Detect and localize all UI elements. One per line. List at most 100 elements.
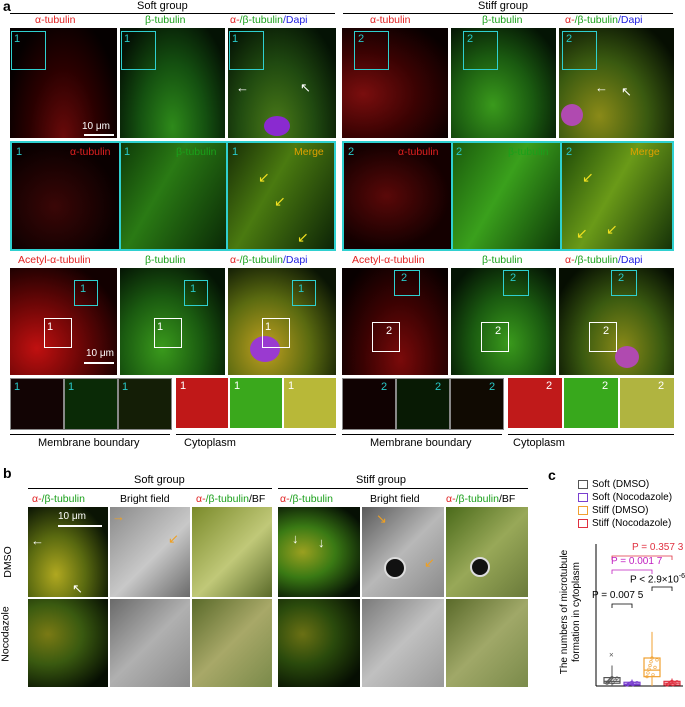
- soft-cyto-crop-red: 1: [176, 378, 228, 428]
- r1-stiff-merge-image: 2 ← ↖: [559, 28, 674, 138]
- data-point: [649, 660, 653, 664]
- stiff-group-rule: [343, 13, 673, 14]
- arrow-icon: ←: [236, 80, 249, 95]
- data-point: [675, 680, 679, 684]
- data-point: [606, 680, 610, 684]
- r1-stiff-merge-label: α-/β-tubulin/Dapi: [565, 14, 643, 26]
- r2-stiff-merge-label: Merge: [630, 146, 660, 158]
- soft-membrane-crop-merge: 1: [118, 378, 172, 430]
- data-point: [666, 682, 670, 686]
- comparison-bracket: [611, 569, 653, 574]
- b-soft-noc-bf: [110, 599, 190, 687]
- data-point: [670, 679, 674, 683]
- arrow-icon: ←: [31, 533, 44, 548]
- data-point: [646, 671, 650, 675]
- arrow-icon: ↙: [424, 555, 435, 570]
- soft-cyto-crop-merge: 1: [284, 378, 336, 428]
- r1-stiff-beta-image: 2: [451, 28, 556, 138]
- legend-item-stiff-noc: Stiff (Nocodazole): [578, 517, 672, 530]
- arrow-icon: ↖: [72, 581, 83, 596]
- legend: Soft (DMSO) Soft (Nocodazole) Stiff (DMS…: [578, 478, 672, 530]
- b-soft-dmso-bfmerge: [192, 507, 272, 597]
- r3-soft-acetyl-label: Acetyl-α-tubulin: [18, 254, 91, 266]
- p-value-2: P = 0.001 7: [611, 556, 663, 567]
- stiff-membrane-crop-merge: 2: [450, 378, 504, 430]
- arrow-icon: ↙: [576, 225, 588, 241]
- r2-soft-beta-label: β-tubulin: [176, 146, 217, 158]
- box: [643, 657, 661, 678]
- r3-soft-merge-label: α-/β-tubulin/Dapi: [230, 254, 308, 266]
- b-stiff-noc-merge: [278, 599, 360, 687]
- b-soft-merge-label: α-/β-tubulin: [32, 493, 85, 505]
- arrow-icon: ↓: [318, 535, 325, 550]
- data-point: [635, 680, 639, 685]
- data-point: [648, 663, 652, 668]
- soft-membrane-crop-green: 1: [64, 378, 118, 430]
- legend-item-soft-dmso: Soft (DMSO): [578, 478, 672, 491]
- arrow-icon: ↓: [292, 531, 299, 546]
- data-point: [673, 681, 677, 685]
- scale-bar-label-a1: 10 μm: [82, 121, 110, 132]
- data-point: [608, 678, 612, 682]
- b-stiff-noc-bf: [362, 599, 444, 687]
- r1-soft-beta-label: β-tubulin: [145, 14, 186, 26]
- data-point: [615, 676, 619, 680]
- r1-soft-alpha-image: 1 10 μm: [10, 28, 117, 138]
- data-point: [671, 683, 675, 687]
- outlier-point: ×: [609, 650, 614, 659]
- arrow-icon: ←: [595, 80, 608, 95]
- panel-c-letter: c: [548, 467, 556, 483]
- r1-soft-alpha-label: α-tubulin: [35, 14, 76, 26]
- panel-b-letter: b: [3, 465, 12, 481]
- b-soft-noc-bfmerge: [192, 599, 272, 687]
- panel-a-stiff-group-title: Stiff group: [478, 0, 528, 12]
- r2-stiff-alpha-label: α-tubulin: [398, 146, 439, 158]
- b-soft-dmso-bf: → ↙: [110, 507, 190, 597]
- r3-soft-beta-label: β-tubulin: [145, 254, 186, 266]
- panel-a-letter: a: [3, 0, 11, 14]
- stiff-cytoplasm-label: Cytoplasm: [513, 437, 565, 449]
- data-point: [645, 675, 649, 679]
- b-scale-bar: [58, 525, 102, 527]
- scale-bar-a1: [84, 134, 114, 136]
- arrow-icon: ↙: [168, 531, 179, 546]
- r2-soft-alpha-label: α-tubulin: [70, 146, 111, 158]
- r1-stiff-alpha-label: α-tubulin: [370, 14, 411, 26]
- data-point: [651, 673, 655, 677]
- b-stiff-dmso-bf: ↘ ↙: [362, 507, 444, 597]
- soft-membrane-label: Membrane boundary: [38, 437, 140, 449]
- soft-cytoplasm-label: Cytoplasm: [184, 437, 236, 449]
- soft-roi1-zoom-strip: 1 α-tubulin 1 β-tubulin 1 Merge ↙ ↙ ↙: [10, 141, 336, 251]
- stiff-cyto-crop-green: 2: [564, 378, 618, 428]
- arrow-icon: ↙: [297, 229, 309, 245]
- r3-stiff-beta-image: 2 2: [451, 268, 556, 375]
- data-point: [647, 667, 651, 671]
- stiff-membrane-crop-red: 2: [342, 378, 396, 430]
- r3-soft-beta-image: 1 1: [120, 268, 225, 375]
- arrow-icon: ↙: [582, 169, 594, 185]
- stiff-membrane-label: Membrane boundary: [370, 437, 472, 449]
- r3-stiff-acetyl-label: Acetyl-α-tubulin: [352, 254, 425, 266]
- b-soft-bfmerge-label: α-/β-tubulin/BF: [196, 493, 266, 505]
- b-scale-bar-label: 10 μm: [58, 511, 86, 522]
- r3-soft-merge-image: 1 1: [228, 268, 336, 375]
- comparison-bracket: [611, 555, 673, 560]
- r3-stiff-merge-image: 2 2: [559, 268, 674, 375]
- p-value-1: P = 0.357 3: [632, 542, 684, 553]
- data-point: [610, 676, 614, 680]
- stiff-membrane-crop-green: 2: [396, 378, 450, 430]
- p-value-3: P < 2.9×10-6: [630, 573, 685, 586]
- p-value-4: P = 0.007 5: [592, 590, 644, 601]
- arrow-icon: ↖: [300, 80, 311, 95]
- box-plot: ×: [595, 544, 683, 687]
- soft-cyto-crop-green: 1: [230, 378, 282, 428]
- arrow-icon: ↙: [274, 193, 286, 209]
- b-stiff-bfmerge-label: α-/β-tubulin/BF: [446, 493, 516, 505]
- r1-stiff-alpha-image: 2: [342, 28, 448, 138]
- scale-bar-label-a3: 10 μm: [86, 348, 114, 359]
- data-point: [655, 658, 659, 662]
- scale-bar-a3: [84, 362, 114, 364]
- data-point: [611, 681, 615, 685]
- r1-soft-beta-image: 1: [120, 28, 225, 138]
- data-point: [613, 678, 617, 682]
